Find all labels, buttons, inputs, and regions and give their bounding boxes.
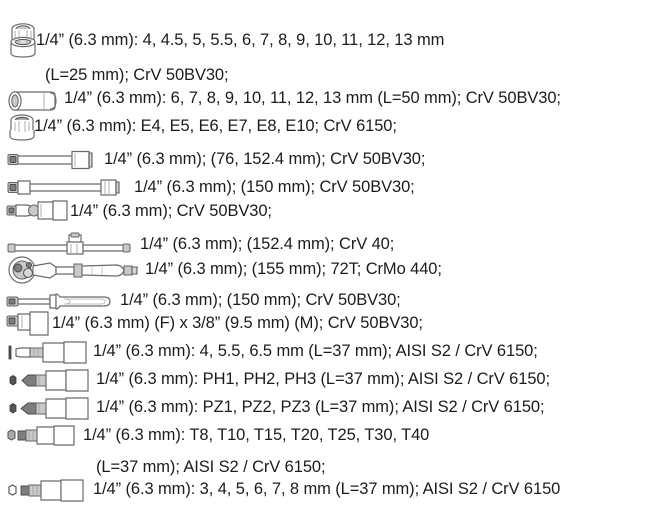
extension-bar-flex-icon [6, 177, 130, 199]
e-torx-socket-icon [6, 114, 38, 142]
item-text: 1/4” (6.3 mm); (76, 152.4 mm); CrV 50BV3… [104, 150, 426, 168]
item-text: 1/4” (6.3 mm): 3, 4, 5, 6, 7, 8 mm (L=37… [93, 480, 561, 498]
item-text: 1/4” (6.3 mm): 4, 4.5, 5, 5.5, 6, 7, 8, … [36, 31, 445, 49]
universal-joint-icon [6, 197, 72, 225]
item-text: 1/4” (6.3 mm); (150 mm); CrV 50BV30; [120, 291, 401, 309]
item-text: 1/4” (6.3 mm); (150 mm); CrV 50BV30; [134, 178, 415, 196]
item-text: 1/4” (6.3 mm): T8, T10, T15, T20, T25, T… [83, 426, 430, 444]
item-text: 1/4” (6.3 mm) (F) x 3/8” (9.5 mm) (M); C… [52, 314, 423, 332]
pozidriv-bit-socket-icon [6, 396, 94, 422]
deep-socket-icon [6, 88, 62, 114]
phillips-bit-socket-icon [6, 368, 94, 394]
item-text: 1/4” (6.3 mm); CrV 50BV30; [70, 202, 272, 220]
item-text-continuation: (L=25 mm); CrV 50BV30; [45, 66, 229, 84]
torx-bit-socket-icon [4, 424, 80, 448]
item-text: 1/4” (6.3 mm); (152.4 mm); CrV 40; [140, 235, 395, 253]
hex-socket-short-icon [6, 22, 40, 60]
item-text: 1/4” (6.3 mm): E4, E5, E6, E7, E8, E10; … [34, 117, 397, 135]
item-text: 1/4” (6.3 mm): 4, 5.5, 6.5 mm (L=37 mm);… [93, 342, 538, 360]
item-text: 1/4” (6.3 mm): PH1, PH2, PH3 (L=37 mm); … [96, 370, 550, 388]
spinner-handle-icon [6, 290, 118, 314]
ratchet-handle-icon [4, 256, 144, 286]
item-text-continuation: (L=37 mm); AISI S2 / CrV 6150; [96, 458, 326, 476]
hex-bit-socket-icon [4, 478, 90, 504]
item-text: 1/4” (6.3 mm): PZ1, PZ2, PZ3 (L=37 mm); … [96, 398, 545, 416]
extension-bar-short-icon [6, 148, 96, 172]
socket-adapter-icon [6, 310, 50, 338]
slotted-bit-socket-icon [6, 340, 92, 366]
item-text: 1/4” (6.3 mm): 6, 7, 8, 9, 10, 11, 12, 1… [64, 89, 561, 107]
item-text: 1/4” (6.3 mm); (155 mm); 72T; CrMo 440; [145, 260, 442, 278]
sliding-t-bar-icon [6, 232, 134, 259]
